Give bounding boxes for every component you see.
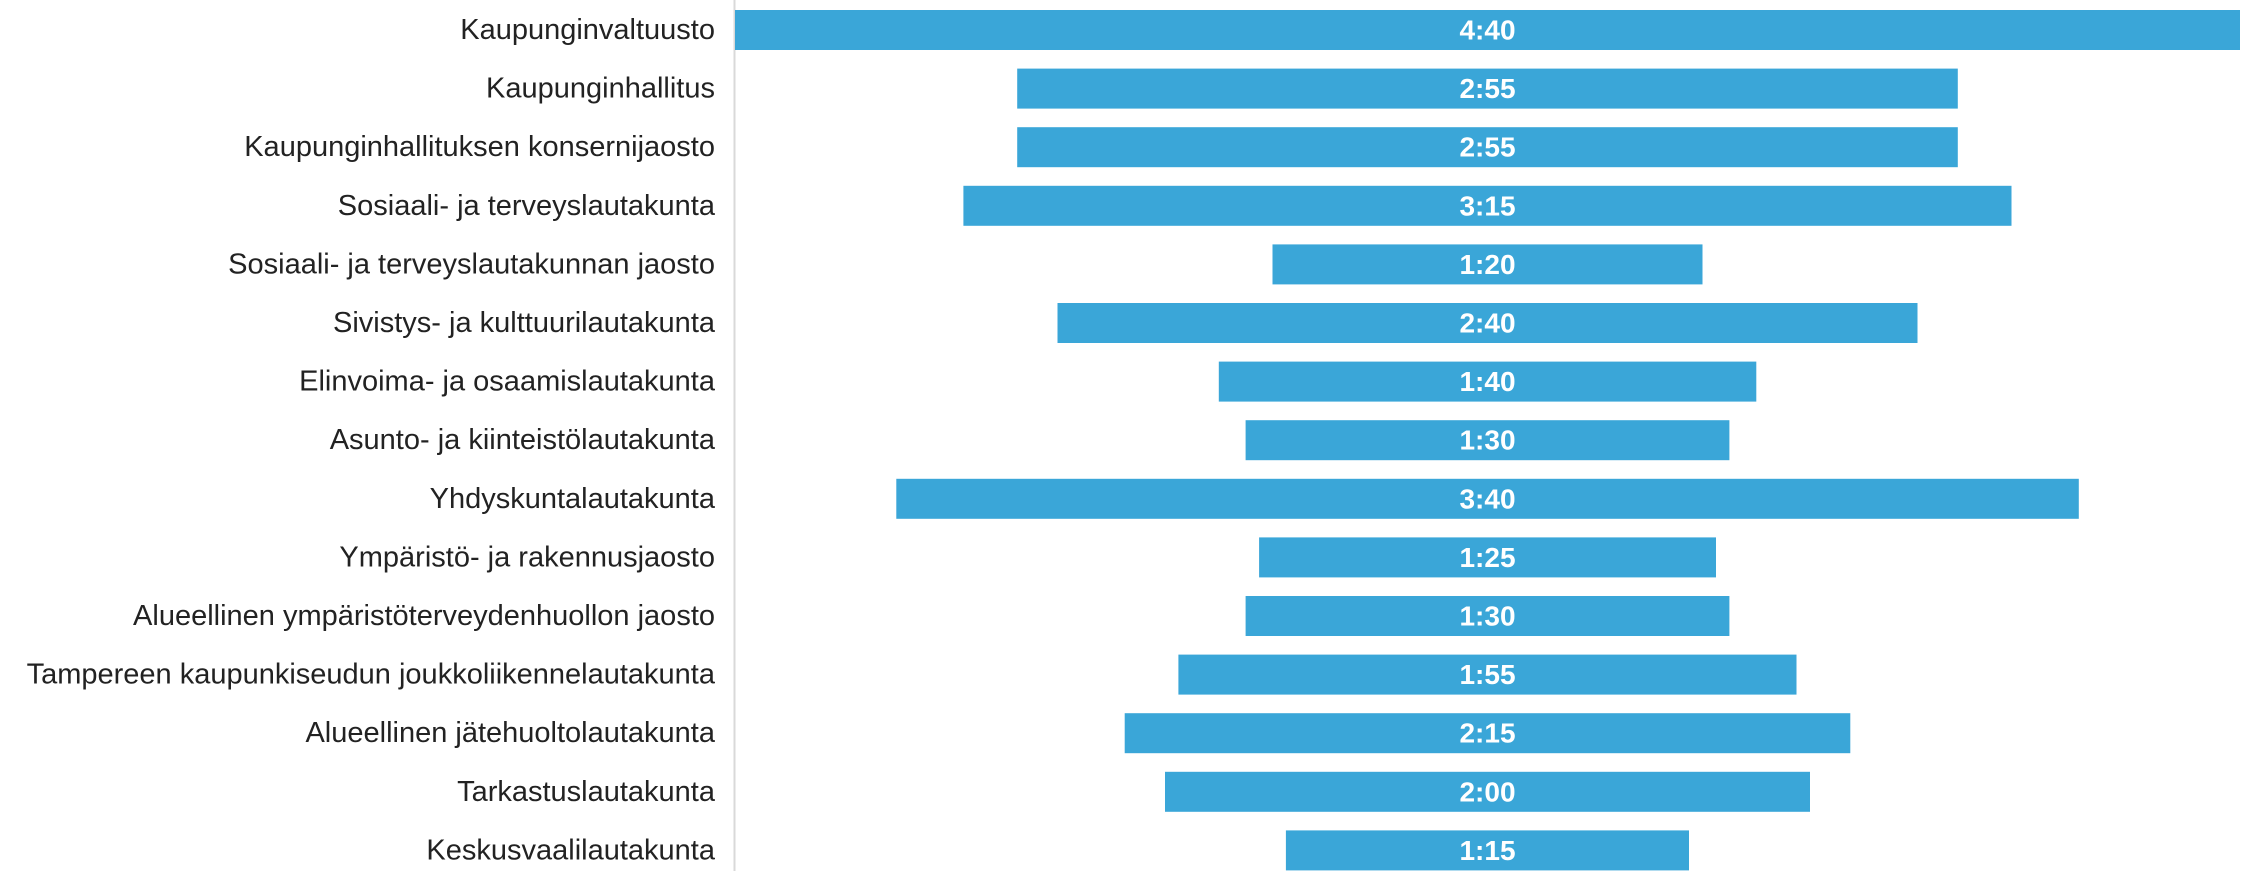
category-label: Kaupunginhallitus [486,73,715,105]
bar-9 [1259,537,1716,578]
value-label: 1:30 [1459,425,1515,456]
category-labels-group: Kaupunginvaltuusto Kaupunginhallitus Kaupu… [27,14,716,866]
bar-8 [896,478,2079,519]
category-label: Alueellinen jätehuoltolautakunta [305,717,715,749]
category-label: Alueellinen ympäristöterveydenhuollon ja… [133,600,715,632]
value-label: 1:15 [1459,835,1515,866]
bar-14 [1285,830,1689,871]
bar-10 [1245,596,1730,636]
category-label: Asunto- ja kiinteistölautakunta [330,424,716,456]
value-label: 2:40 [1459,308,1515,339]
value-label: 2:15 [1459,718,1515,749]
category-label: Elinvoima- ja osaamislautakunta [299,366,716,398]
value-labels-group: 4:40 2:55 2:55 3:15 1:20 2:40 1:40 1:30 3:40 1:25… [1459,15,1515,866]
bar-7 [1245,420,1730,461]
category-label: Yhdyskuntalautakunta [430,483,716,515]
value-label: 1:20 [1459,249,1515,280]
bar-3 [963,185,2012,226]
value-label: 1:55 [1459,659,1515,690]
category-label: Tarkastuslautakunta [457,776,716,808]
category-label: Kaupunginhallituksen konsernijaosto [244,131,715,163]
bar-1 [1017,68,1958,109]
category-label: Ympäristö- ja rakennusjaosto [339,541,715,573]
value-label: 3:15 [1459,190,1515,221]
value-label: 2:55 [1459,73,1515,104]
bar-13 [1165,771,1810,812]
category-label: Sosiaali- ja terveyslautakunnan jaosto [228,248,715,280]
value-label: 2:55 [1459,132,1515,163]
category-label: Sivistys- ja kulttuurilautakunta [333,307,716,339]
value-label: 1:30 [1459,601,1515,632]
category-label: Tampereen kaupunkiseudun joukkoliikennel… [27,659,716,691]
bar-2 [1017,127,1958,168]
value-label: 1:40 [1459,366,1515,397]
category-label: Keskusvaalilautakunta [426,834,715,866]
value-label: 1:25 [1459,542,1515,573]
category-label: Sosiaali- ja terveyslautakunta [338,190,716,222]
bar-4 [1272,244,1703,285]
bar-6 [1218,361,1757,402]
bar-5 [1057,303,1918,343]
bar-0 [735,10,2240,50]
value-label: 4:40 [1459,15,1515,46]
value-label: 3:40 [1459,483,1515,514]
bars-group [735,10,2240,871]
category-label: Kaupunginvaltuusto [460,14,715,46]
bar-11 [1178,654,1797,695]
value-label: 2:00 [1459,776,1515,807]
bar-12 [1124,713,1851,754]
